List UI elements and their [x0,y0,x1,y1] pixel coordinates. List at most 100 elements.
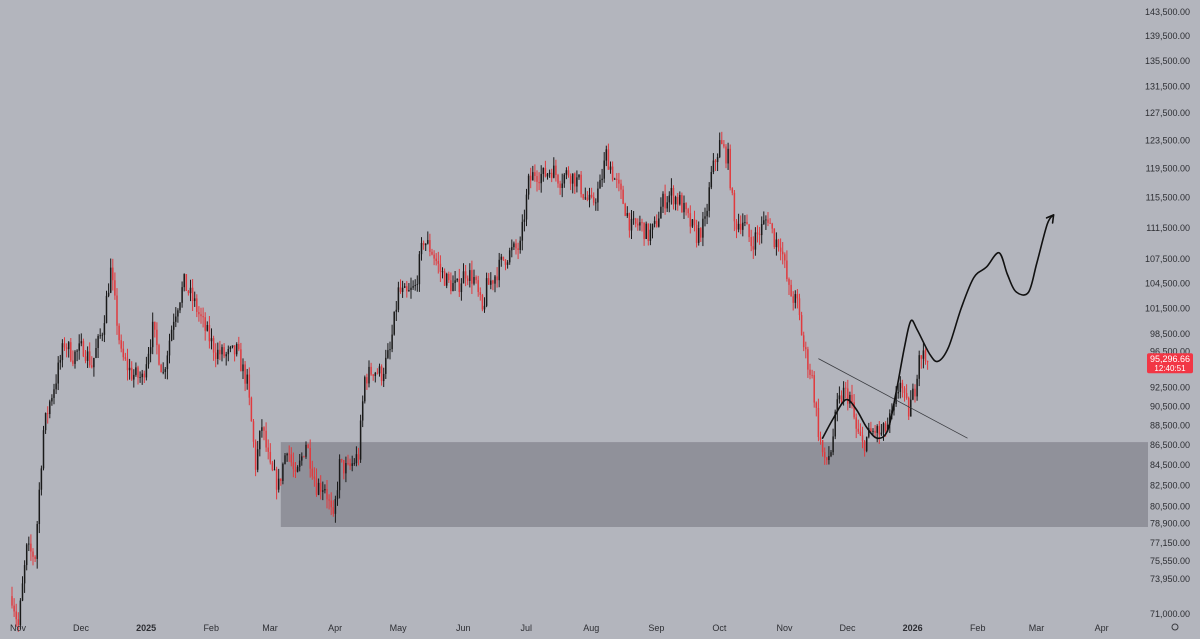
price-tick-label: 78,900.00 [1150,519,1190,529]
candle-body [252,421,255,442]
candle-body [693,219,696,225]
candle [315,468,318,497]
candle-body [17,619,20,626]
candle [710,165,713,190]
candle-body [422,242,425,246]
candle-body [158,345,160,365]
candle-body [120,340,122,349]
candle [826,456,828,465]
candle [611,161,614,182]
candle [112,258,114,291]
time-tick-label: May [390,623,408,633]
candle-body [189,287,192,294]
candle-body [851,394,853,403]
candle [737,213,740,233]
candle-body [784,254,786,261]
candle [57,356,59,391]
candle-body [443,271,446,286]
candle [458,268,461,297]
candle [380,364,383,386]
candle [916,374,918,401]
candle-body [294,469,297,472]
candle [328,494,330,510]
price-tick-label: 92,500.00 [1150,383,1190,393]
candle-body [874,430,876,433]
candle [922,343,925,369]
candle-body [653,220,656,224]
candle [254,439,257,477]
candle [840,390,843,404]
candle [574,172,576,194]
candle-body [790,284,792,297]
candle-body [876,426,878,433]
candle-body [196,298,198,312]
candle [695,219,698,248]
candle-body [508,250,511,263]
candle-body [632,218,635,220]
settings-gear-icon[interactable] [1171,623,1179,631]
candle-body [655,220,658,227]
candle-body [116,295,118,326]
candle-body [311,468,314,477]
candle-body [605,149,608,161]
candle [15,603,17,628]
candle-body [786,260,788,280]
candle-body [238,344,240,350]
candle [332,500,335,517]
candle-body [763,220,765,224]
candle [330,492,332,516]
candle [634,217,637,228]
candle [855,413,857,439]
candle-body [576,177,578,187]
candle [571,173,574,194]
candle [555,159,557,182]
candle-body [244,364,246,384]
candle-body [59,360,62,363]
candle-body [233,345,236,355]
candle-body [830,452,832,457]
candle-body [204,317,206,331]
candle [595,198,597,211]
candle [527,173,530,200]
candle [475,275,477,284]
candle-body [80,341,83,344]
time-tick-label: Sep [648,623,664,633]
candle [607,143,610,170]
candle-body [865,436,868,451]
candle-body [721,140,723,145]
candle-body [550,172,553,178]
candle-body [28,543,30,545]
candle-body [809,369,811,375]
candle [65,343,68,358]
candle [317,478,320,496]
projection-path[interactable] [821,214,1055,440]
candle-body [540,173,542,184]
candle [99,328,101,339]
candle-body [250,397,253,422]
candle-body [884,423,887,431]
candle-body [435,258,437,262]
candle-body [622,189,624,204]
candle-body [162,371,164,373]
candle [263,426,265,441]
candle-body [725,146,727,164]
candle [456,278,458,283]
candle-body [674,196,677,205]
candle-body [263,427,265,431]
trendline[interactable] [818,358,968,439]
candle-body [286,453,288,456]
candle [752,236,755,259]
candle-body [616,178,618,180]
candle-body [391,334,393,350]
candle-body [773,228,776,248]
candle-body [441,271,444,273]
candle-body [418,254,421,285]
candle-body [582,194,584,199]
candle-body [63,343,66,348]
candle [273,459,276,471]
candle-body [515,243,517,249]
time-tick-label: Feb [970,623,986,633]
candle-body [76,350,78,352]
